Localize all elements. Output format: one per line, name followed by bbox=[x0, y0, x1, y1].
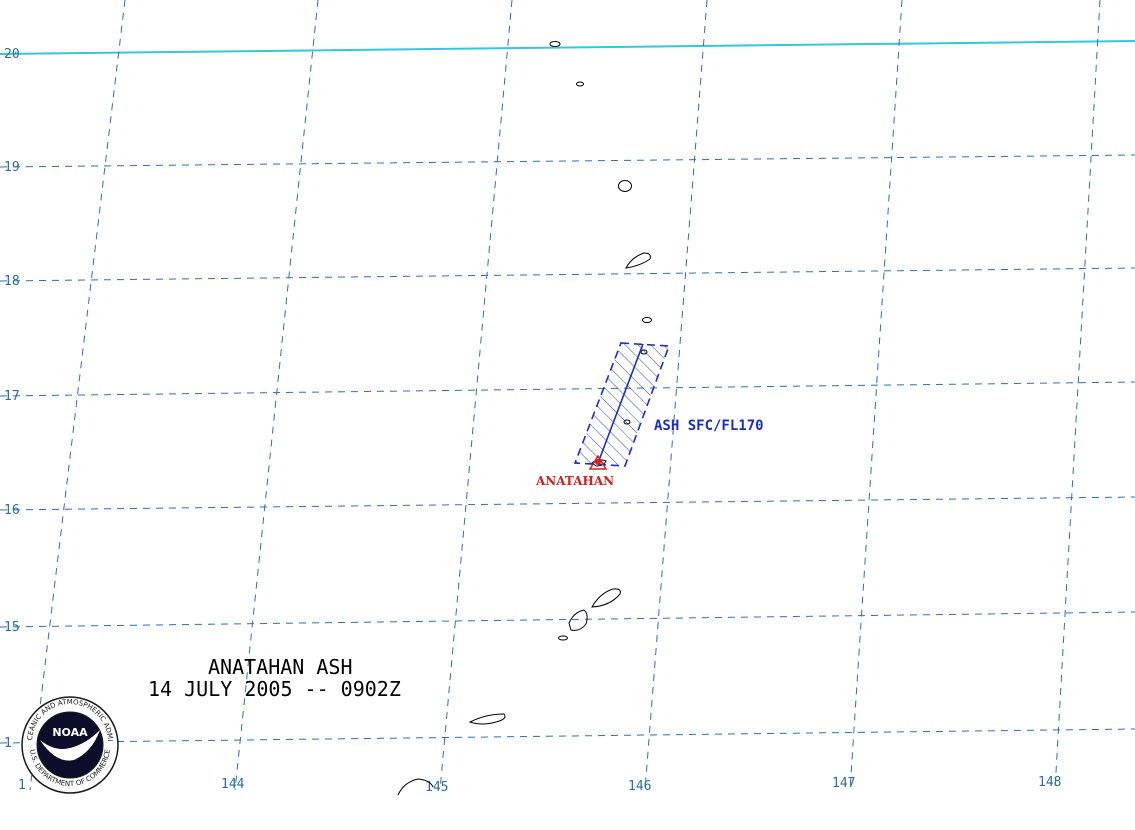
island-rota bbox=[468, 713, 506, 725]
longitude-line-148 bbox=[1054, 0, 1101, 791]
latitude-line-18 bbox=[0, 267, 1135, 282]
map-title-line1: ANATAHAN ASH bbox=[208, 655, 353, 679]
longitude-label-146: 146 bbox=[628, 779, 651, 794]
longitude-line-147 bbox=[849, 0, 903, 791]
longitude-label-143: 1 bbox=[18, 778, 26, 793]
island-asuncion bbox=[618, 180, 632, 192]
volcano-marker: ANATAHAN bbox=[535, 454, 614, 488]
volcano-name-label: ANATAHAN bbox=[535, 474, 614, 488]
latitude-label-15: 15 bbox=[4, 620, 20, 635]
island-agrihan bbox=[625, 252, 651, 269]
latitude-grid bbox=[0, 154, 1135, 744]
longitude-labels: 1 144 145 146 147 148 bbox=[18, 775, 1061, 795]
longitude-line-145 bbox=[439, 0, 513, 791]
latitude-label-20: 20 bbox=[4, 47, 20, 62]
island-tinian bbox=[568, 609, 588, 631]
map-title: ANATAHAN ASH 14 JULY 2005 -- 0902Z bbox=[148, 655, 401, 701]
volcano-triangle-icon bbox=[588, 454, 608, 470]
latitude-label-16: 16 bbox=[4, 503, 20, 518]
latitude-line-15 bbox=[0, 611, 1135, 628]
volcano-dot-icon bbox=[595, 459, 601, 465]
noaa-seal-inner bbox=[36, 711, 104, 779]
noaa-bird-icon bbox=[40, 730, 100, 761]
longitude-line-146 bbox=[644, 0, 708, 791]
longitude-label-147: 147 bbox=[832, 776, 855, 791]
latitude-label-19: 19 bbox=[4, 160, 20, 175]
longitude-grid bbox=[29, 0, 1101, 791]
longitude-line-144 bbox=[234, 0, 319, 791]
longitude-label-144: 144 bbox=[221, 777, 245, 792]
latitude-line-16 bbox=[0, 496, 1135, 511]
ash-polygon bbox=[573, 342, 671, 467]
latitude-line-17 bbox=[0, 381, 1135, 397]
island-aguijan bbox=[558, 635, 568, 641]
island-maug bbox=[576, 81, 584, 87]
island-guam bbox=[397, 778, 434, 796]
latitude-label-18: 18 bbox=[4, 274, 20, 289]
latitude-label-17: 17 bbox=[4, 389, 20, 404]
island-saipan bbox=[591, 588, 621, 608]
noaa-seal-center-text: NOAA bbox=[52, 726, 88, 739]
latitude-labels: 20 19 18 17 16 15 1 bbox=[4, 47, 20, 751]
latitude-line-14 bbox=[0, 728, 1135, 744]
map-title-line2: 14 JULY 2005 -- 0902Z bbox=[148, 677, 401, 701]
longitude-line-143 bbox=[29, 0, 126, 791]
ash-plume-axis bbox=[597, 343, 644, 464]
island-pagan bbox=[642, 317, 652, 323]
latitude-label-14: 1 bbox=[4, 736, 12, 751]
ash-advisory-area: ASH SFC/FL170 bbox=[573, 342, 764, 467]
longitude-label-148: 148 bbox=[1038, 775, 1061, 790]
latitude-line-19 bbox=[0, 154, 1135, 168]
highlight-line-20n bbox=[0, 40, 1135, 55]
ash-layer-label: ASH SFC/FL170 bbox=[654, 418, 764, 434]
island-farallon-de-pajaros bbox=[549, 41, 561, 47]
